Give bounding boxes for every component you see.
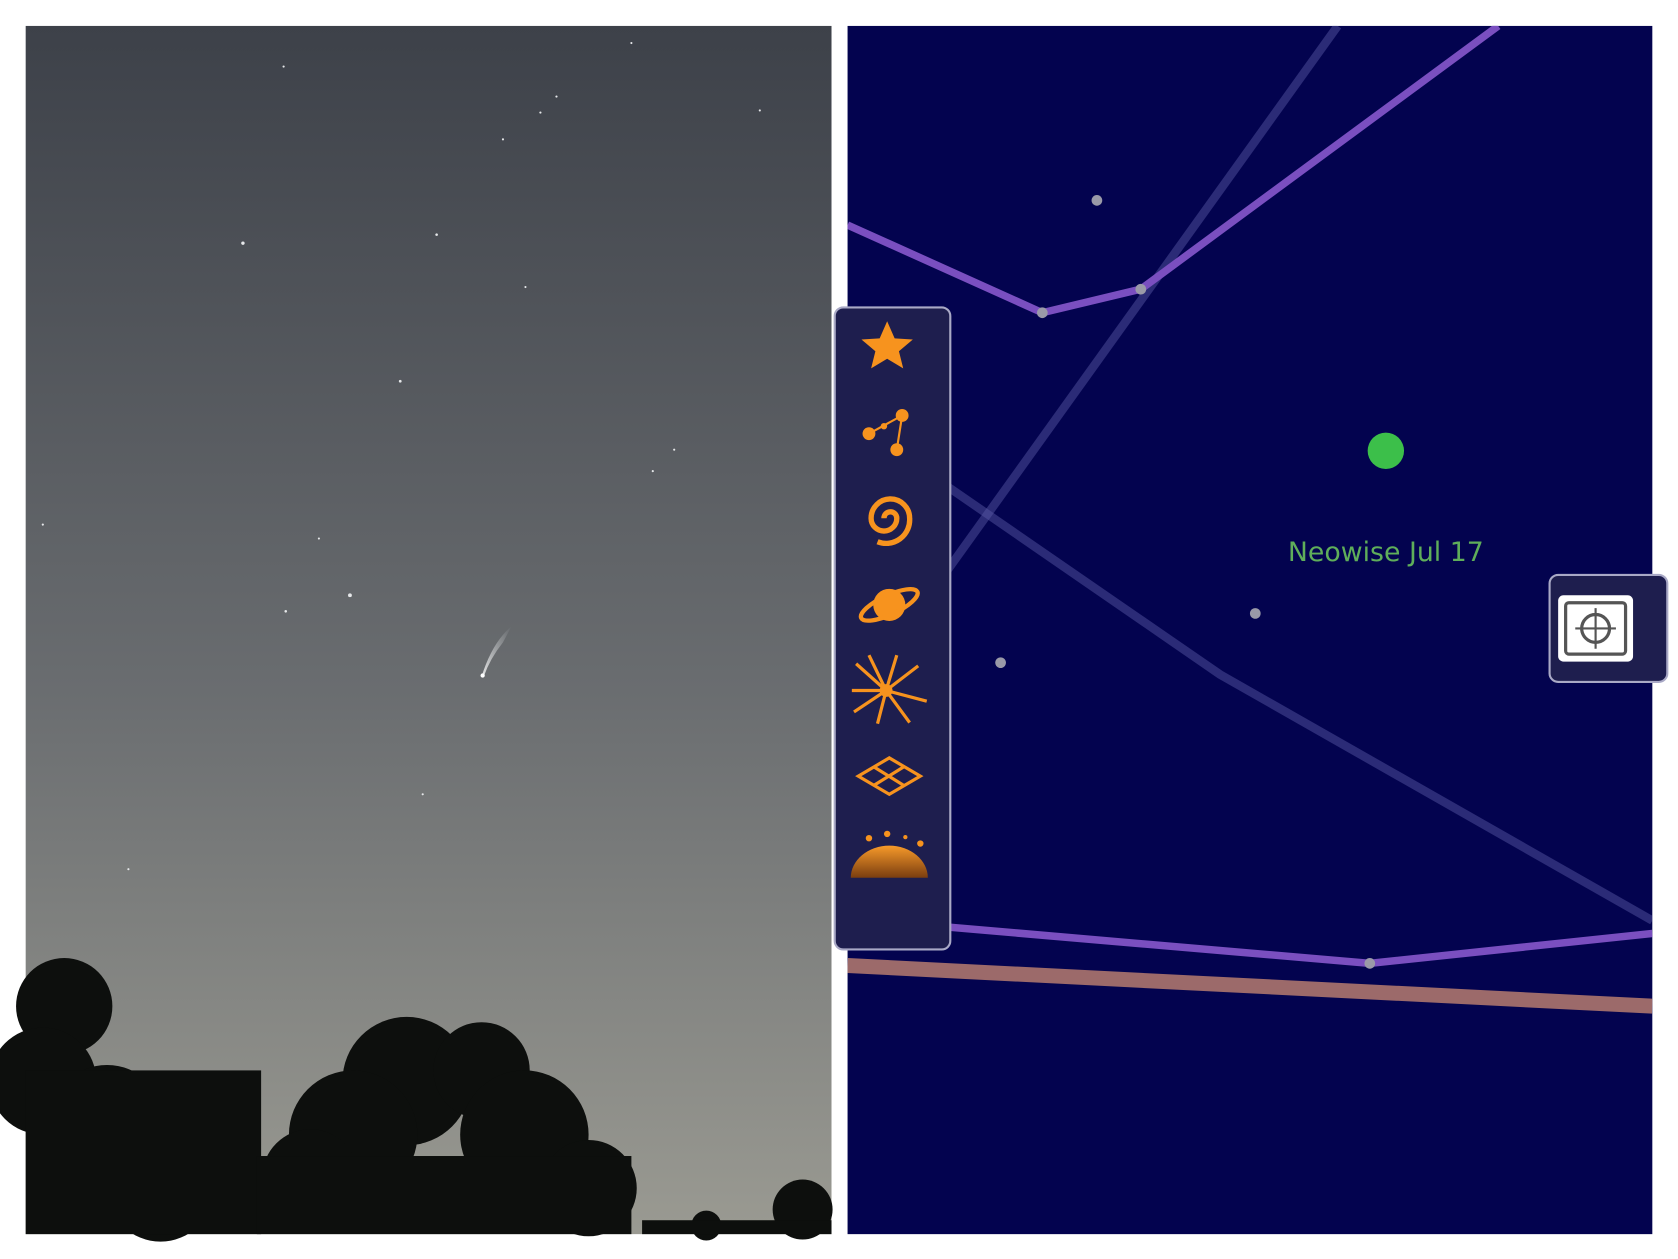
stars-layer[interactable]	[861, 321, 913, 369]
horizon-line	[847, 958, 1653, 1014]
map-background	[847, 25, 1653, 1235]
photo	[0, 25, 833, 1242]
layer-toolbar	[833, 306, 952, 951]
constellations-layer[interactable]	[862, 409, 909, 457]
horizon-layer[interactable]	[850, 830, 928, 878]
sky-map: Neowise Jul 17	[833, 25, 1669, 1235]
grid-layer[interactable]	[855, 756, 924, 797]
meteor-layer[interactable]	[851, 654, 928, 725]
comet-tail	[481, 626, 512, 677]
trees	[0, 958, 833, 1242]
comet-head	[480, 673, 485, 678]
center-button[interactable]	[1548, 573, 1669, 684]
planets-layer[interactable]	[857, 583, 921, 627]
comet-label: Neowise Jul 17	[1288, 537, 1484, 568]
map-stars	[995, 195, 1376, 969]
comet-marker[interactable]	[1367, 432, 1405, 469]
messier-layer[interactable]	[868, 496, 913, 547]
stars	[41, 41, 761, 871]
grid-lines	[847, 25, 1653, 925]
